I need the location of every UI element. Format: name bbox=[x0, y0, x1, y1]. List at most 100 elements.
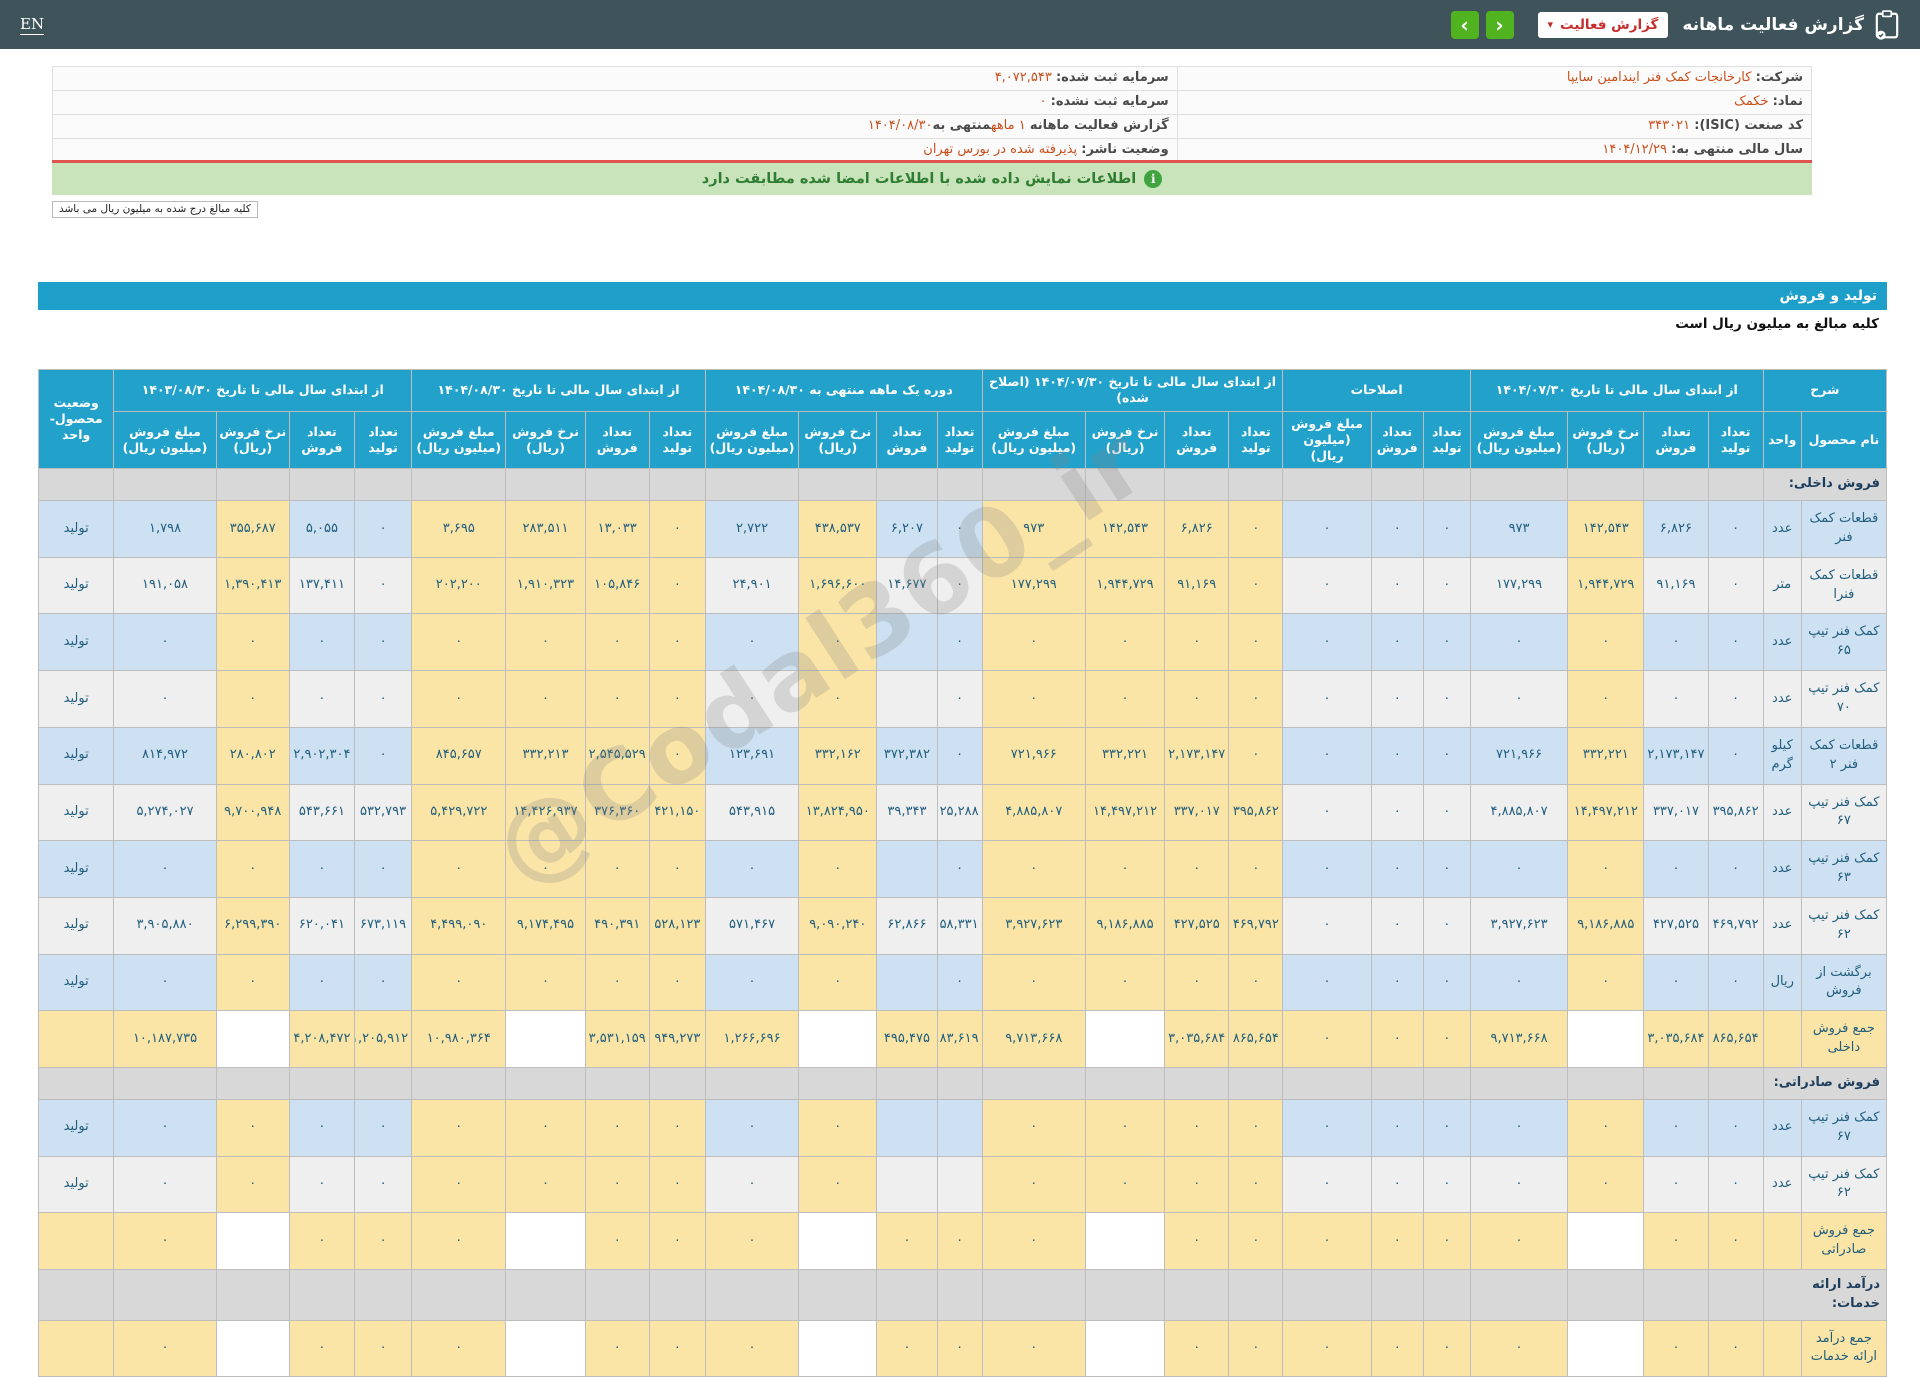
value-cell bbox=[1567, 1212, 1645, 1270]
value-cell bbox=[215, 1212, 290, 1270]
value-cell: ۰ bbox=[981, 1212, 1086, 1270]
value-cell bbox=[505, 1319, 586, 1377]
value-cell bbox=[288, 468, 356, 502]
value-cell: ۰ bbox=[1422, 1319, 1471, 1377]
value-cell: ۶۷۳,۱۱۹ bbox=[353, 896, 413, 955]
value-cell bbox=[1643, 1066, 1709, 1100]
value-cell: ۰ bbox=[876, 1212, 938, 1270]
value-cell: ۰ bbox=[1422, 556, 1471, 615]
value-cell: ۰ bbox=[1707, 556, 1764, 615]
value-cell: ۲,۱۷۳,۱۴۷ bbox=[1643, 726, 1709, 785]
value-cell: ۱۹۱,۰۵۸ bbox=[113, 556, 217, 615]
column-header: تعداد فروش bbox=[1370, 410, 1424, 470]
value-cell: ۰ bbox=[411, 1098, 507, 1157]
product-name-cell: قطعات کمک فنرا bbox=[1800, 556, 1888, 615]
product-row: کمک فنر تیپ ۶۷ عدد ۰ ۰ ۰ ۰ ۰ ۰ ۰ ۰ ۰ ۰ ۰ ۰ ۰ ۰ ۰ ۰ ۰ ۰ ۰ ۰ ۰ تو… bbox=[37, 1098, 1888, 1157]
value-cell: ۰ bbox=[215, 613, 290, 672]
value-cell: ۰ bbox=[215, 1155, 290, 1214]
value-cell bbox=[411, 1066, 507, 1100]
value-cell: ۱۳,۸۲۴,۹۵۰ bbox=[798, 783, 878, 842]
report-type-dropdown[interactable]: گزارش فعالیت ▾ bbox=[1537, 11, 1669, 38]
value-cell: کیلو گرم bbox=[1762, 726, 1802, 785]
info-row: سرمایه ثبت شده: ۴,۰۷۲,۵۴۳ شرکت: کارخانجا… bbox=[53, 67, 1811, 91]
value-cell: ۰ bbox=[1084, 1098, 1166, 1157]
value-cell: ۰ bbox=[1370, 613, 1424, 672]
product-row: کمک فنر تیپ ۷۰ عدد ۰ ۰ ۰ ۰ ۰ ۰ ۰ ۰ ۰ ۰ ۰ ۰ ۰ ۰ ۰ ۰ ۰ ۰ ۰ ۰ ۰ ۰ ت… bbox=[37, 670, 1888, 728]
value-cell bbox=[936, 468, 983, 502]
value-cell: ۹,۷۰۰,۹۴۸ bbox=[215, 783, 290, 842]
column-header: تعداد تولید bbox=[648, 410, 706, 470]
product-name-cell: جمع فروش داخلی bbox=[1800, 1010, 1888, 1068]
value-cell bbox=[1228, 468, 1284, 502]
value-cell: تولید bbox=[37, 1155, 115, 1214]
column-header: از ابتدای سال مالی تا تاریخ ۱۴۰۴/۰۷/۳۰ bbox=[1469, 369, 1764, 412]
amounts-note: کلیه مبالغ درج شده به میلیون ریال می باش… bbox=[52, 201, 258, 218]
value-cell: ۰ bbox=[1282, 670, 1372, 728]
column-header: نرخ فروش (ریال) bbox=[1567, 410, 1645, 470]
value-cell: ۱,۹۴۴,۷۲۹ bbox=[1567, 556, 1645, 615]
value-cell: ۰ bbox=[1707, 613, 1764, 672]
product-row: کمک فنر تیپ ۶۳ عدد ۰ ۰ ۰ ۰ ۰ ۰ ۰ ۰ ۰ ۰ ۰ ۰ ۰ ۰ ۰ ۰ ۰ ۰ ۰ ۰ ۰ ۰ ت… bbox=[37, 840, 1888, 898]
info-icon: i bbox=[1144, 170, 1163, 188]
value-cell: ۰ bbox=[1164, 1098, 1230, 1157]
value-cell bbox=[1643, 1268, 1709, 1321]
value-cell bbox=[981, 1268, 1086, 1321]
value-cell: ۰ bbox=[1228, 953, 1284, 1012]
value-cell: ۰ bbox=[1164, 1212, 1230, 1270]
value-cell: ۰ bbox=[1422, 840, 1471, 898]
product-name-cell: کمک فنر تیپ ۷۰ bbox=[1800, 670, 1888, 728]
value-cell bbox=[1422, 1268, 1471, 1321]
product-name-cell: کمک فنر تیپ ۶۳ bbox=[1800, 840, 1888, 898]
value-cell bbox=[505, 468, 586, 502]
value-cell: ۰ bbox=[648, 1155, 706, 1214]
prev-report-button[interactable]: ‹ bbox=[1450, 10, 1479, 39]
value-cell bbox=[936, 1268, 983, 1321]
column-header: تعداد فروش bbox=[1164, 410, 1230, 470]
value-cell: ۰ bbox=[1422, 726, 1471, 785]
value-cell: ۰ bbox=[584, 840, 650, 898]
value-cell bbox=[704, 1066, 800, 1100]
value-cell bbox=[1469, 1066, 1569, 1100]
value-cell: ۰ bbox=[113, 1319, 217, 1377]
value-cell: ۰ bbox=[876, 1319, 938, 1377]
value-cell: ۷۲۱,۹۶۶ bbox=[1469, 726, 1569, 785]
value-cell: ۰ bbox=[648, 613, 706, 672]
issuer-status: وضعیت ناشر: پذیرفته شده در بورس تهران bbox=[923, 142, 1169, 157]
value-cell: ۰ bbox=[798, 1098, 878, 1157]
value-cell: ۰ bbox=[1228, 1155, 1284, 1214]
value-cell: ۱۰۵,۸۴۶ bbox=[584, 556, 650, 615]
value-cell: ۰ bbox=[1422, 953, 1471, 1012]
value-cell: ۰ bbox=[505, 613, 586, 672]
value-cell: ۰ bbox=[1282, 613, 1372, 672]
value-cell: ۴,۸۸۵,۸۰۷ bbox=[1469, 783, 1569, 842]
value-cell: ۱۴۲,۵۴۳ bbox=[1567, 500, 1645, 558]
value-cell: تولید bbox=[37, 896, 115, 955]
value-cell bbox=[1084, 1268, 1166, 1321]
value-cell: عدد bbox=[1762, 1155, 1802, 1214]
value-cell: ۰ bbox=[411, 1319, 507, 1377]
total-row: جمع فروش داخلی ۸۶۵,۶۵۴ ۳,۰۳۵,۶۸۴ ۹,۷۱۳,۶۶۸ ۰… bbox=[37, 1010, 1888, 1068]
value-cell: ۹,۱۷۴,۴۹۵ bbox=[505, 896, 586, 955]
value-cell: ۰ bbox=[1164, 1155, 1230, 1214]
value-cell: ۰ bbox=[1643, 1155, 1709, 1214]
value-cell: ۰ bbox=[1707, 1098, 1764, 1157]
column-header: نرخ فروش (ریال) bbox=[215, 410, 290, 470]
value-cell: ۰ bbox=[215, 953, 290, 1012]
value-cell bbox=[648, 468, 706, 502]
value-cell bbox=[353, 468, 413, 502]
next-report-button[interactable]: › bbox=[1485, 10, 1514, 39]
value-cell: ۰ bbox=[1228, 556, 1284, 615]
value-cell: ۰ bbox=[1643, 613, 1709, 672]
value-cell: ۰ bbox=[1469, 1155, 1569, 1214]
value-cell: ۰ bbox=[981, 1155, 1086, 1214]
language-toggle-en[interactable]: EN bbox=[20, 14, 45, 35]
value-cell: ۱۴,۴۲۶,۹۳۷ bbox=[505, 783, 586, 842]
column-header: نرخ فروش (ریال) bbox=[798, 410, 878, 470]
product-row: قطعات کمک فنرا متر ۰ ۹۱,۱۶۹ ۱,۹۴۴,۷۲۹ ۱۷۷,۲۹۹… bbox=[37, 556, 1888, 615]
product-name-cell: برگشت از فروش bbox=[1800, 953, 1888, 1012]
value-cell: ۹,۰۹۰,۲۴۰ bbox=[798, 896, 878, 955]
value-cell: ۰ bbox=[1707, 1319, 1764, 1377]
value-cell: ۰ bbox=[411, 1155, 507, 1214]
value-cell: ۰ bbox=[584, 613, 650, 672]
value-cell bbox=[981, 1066, 1086, 1100]
